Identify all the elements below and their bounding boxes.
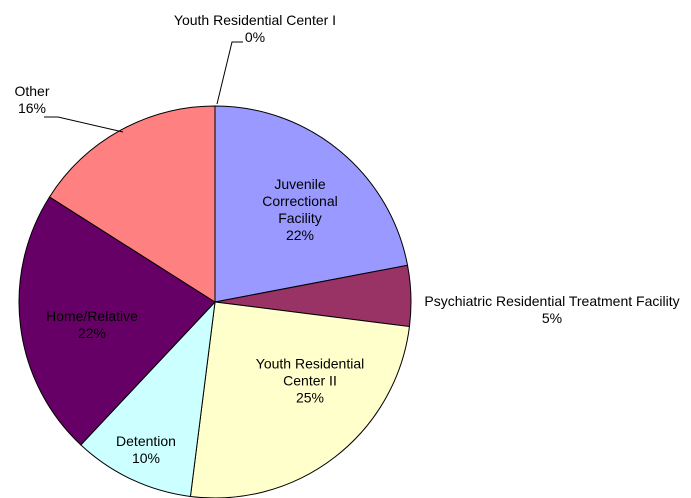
slice-label: Psychiatric Residential Treatment Facili… (407, 293, 691, 327)
slice-label: Other 16% (0, 83, 72, 117)
category-label: Other (14, 83, 50, 99)
category-label: Youth Residential Center II (255, 355, 365, 389)
pie-slice (18, 196, 216, 446)
slice-label: Detention 10% (96, 433, 196, 467)
category-label: Youth Residential Center I (173, 12, 337, 28)
slice-label: Home/Relative 22% (32, 308, 152, 342)
leader-line (216, 41, 243, 105)
value-label: 16% (17, 100, 47, 116)
value-label: 10% (131, 450, 161, 466)
pie-slice (48, 105, 216, 303)
category-label: Psychiatric Residential Treatment Facili… (424, 293, 680, 309)
slice-label: Youth Residential Center I 0% (125, 12, 385, 46)
value-label: 22% (77, 325, 107, 341)
value-label: 25% (295, 389, 325, 406)
slice-label: Juvenile Correctional Facility 22% (240, 176, 360, 244)
pie-slice (214, 105, 409, 303)
pie-slice (80, 300, 216, 498)
category-label: Home/Relative (46, 308, 138, 324)
category-label: Juvenile Correctional Facility (262, 176, 338, 226)
value-label: 22% (285, 227, 315, 243)
slice-label: Youth Residential Center II 25% (235, 356, 385, 407)
leader-line (44, 116, 124, 133)
value-label: 5% (541, 310, 563, 326)
value-label: 0% (244, 29, 266, 45)
category-label: Detention (116, 433, 176, 449)
